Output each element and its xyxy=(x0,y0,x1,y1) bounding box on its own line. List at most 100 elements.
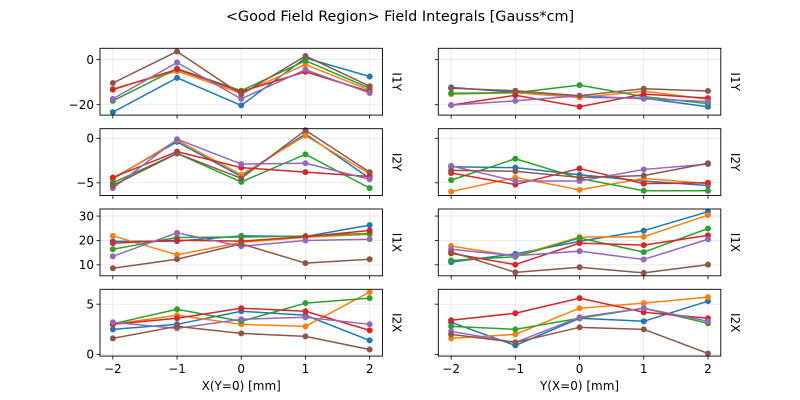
data-point-brown xyxy=(448,167,455,174)
data-point-purple xyxy=(640,256,647,263)
x-tick-label: 0 xyxy=(237,362,245,376)
data-point-brown xyxy=(576,324,583,331)
y-tick-label: 20 xyxy=(79,234,94,248)
y-tick-label: 0 xyxy=(86,348,94,362)
data-point-green xyxy=(448,323,455,330)
data-point-green xyxy=(448,177,455,184)
data-point-purple xyxy=(704,98,711,105)
subplot-row4-right: −2 −1 0 1 2 I2X Y(X=0) [mm] xyxy=(434,288,742,393)
data-point-green xyxy=(238,234,245,241)
data-point-brown xyxy=(448,85,455,92)
data-point-blue xyxy=(109,326,116,333)
data-point-brown xyxy=(302,127,309,134)
data-point-blue xyxy=(238,102,245,109)
data-point-purple xyxy=(576,248,583,255)
data-point-brown xyxy=(640,269,647,276)
data-point-red xyxy=(174,66,181,73)
y-tick-label: 0 xyxy=(86,53,94,67)
data-point-red xyxy=(512,92,519,99)
data-point-green xyxy=(302,151,309,158)
data-point-brown xyxy=(512,339,519,346)
data-point-brown xyxy=(512,87,519,94)
data-point-red xyxy=(576,295,583,302)
data-point-purple xyxy=(238,95,245,102)
data-point-green xyxy=(640,187,647,194)
data-point-orange xyxy=(174,251,181,258)
data-point-brown xyxy=(302,333,309,340)
data-point-red xyxy=(174,237,181,244)
data-point-blue xyxy=(366,73,373,80)
data-point-brown xyxy=(704,261,711,268)
data-point-orange xyxy=(302,132,309,139)
subplot-row2-right: I2Y xyxy=(434,128,742,199)
data-point-purple xyxy=(640,166,647,173)
data-point-green xyxy=(640,249,647,256)
data-point-green xyxy=(448,90,455,97)
data-point-red xyxy=(174,315,181,322)
data-point-purple xyxy=(704,318,711,325)
x-axis-label: Y(X=0) [mm] xyxy=(539,379,619,393)
y-axis-label: I1Y xyxy=(390,72,404,91)
data-point-brown xyxy=(109,335,116,342)
data-point-brown xyxy=(109,182,116,189)
data-point-brown xyxy=(174,150,181,157)
data-point-brown xyxy=(366,256,373,263)
data-point-red xyxy=(576,103,583,110)
data-point-red xyxy=(109,174,116,181)
data-point-red xyxy=(448,317,455,324)
figure-title: <Good Field Region> Field Integrals [Gau… xyxy=(226,9,574,25)
y-axis-label: I2Y xyxy=(728,153,742,172)
axes-frame xyxy=(437,288,722,357)
data-point-green xyxy=(302,300,309,307)
subplot-row1-right: I1Y xyxy=(434,47,742,119)
data-point-green xyxy=(576,82,583,89)
data-point-brown xyxy=(302,260,309,267)
data-point-purple xyxy=(512,97,519,104)
data-point-red xyxy=(238,305,245,312)
subplot-row3-left: 10 20 30 I1X xyxy=(79,208,404,280)
x-tick-label: −1 xyxy=(168,362,186,376)
subplot-row1-left: 0 −20 I1Y xyxy=(69,47,404,119)
data-point-purple xyxy=(109,253,116,260)
y-tick-label: 10 xyxy=(79,258,94,272)
data-point-purple xyxy=(448,162,455,169)
data-point-orange xyxy=(366,289,373,296)
data-point-brown xyxy=(109,80,116,87)
data-point-purple xyxy=(366,236,373,243)
y-axis-label: I2Y xyxy=(390,153,404,172)
data-point-red xyxy=(576,165,583,172)
y-axis-label: I1Y xyxy=(728,72,742,91)
data-point-brown xyxy=(704,350,711,357)
data-point-orange xyxy=(512,331,519,338)
y-axis-label: I1X xyxy=(728,233,742,252)
data-point-green xyxy=(302,57,309,64)
data-point-red xyxy=(640,180,647,187)
data-point-green xyxy=(174,306,181,313)
data-point-blue xyxy=(174,74,181,81)
data-point-green xyxy=(576,235,583,242)
data-point-green xyxy=(366,185,373,192)
y-axis-label: I2X xyxy=(390,313,404,332)
data-point-brown xyxy=(512,168,519,175)
data-point-purple xyxy=(302,314,309,321)
data-point-brown xyxy=(238,91,245,98)
x-tick-label: 1 xyxy=(640,362,648,376)
data-point-purple xyxy=(448,102,455,109)
data-point-purple xyxy=(512,252,519,259)
data-point-blue xyxy=(640,318,647,325)
data-point-blue xyxy=(366,337,373,344)
x-tick-label: −2 xyxy=(442,362,460,376)
data-point-brown xyxy=(640,85,647,92)
data-point-red xyxy=(576,240,583,247)
subplot-row3-right: I1X xyxy=(434,208,742,280)
data-point-green xyxy=(448,257,455,264)
data-point-green xyxy=(366,295,373,302)
data-point-brown xyxy=(448,331,455,338)
data-point-purple xyxy=(174,59,181,66)
data-point-blue xyxy=(109,109,116,116)
data-point-green xyxy=(109,246,116,253)
data-point-purple xyxy=(302,160,309,167)
data-point-brown xyxy=(174,323,181,330)
